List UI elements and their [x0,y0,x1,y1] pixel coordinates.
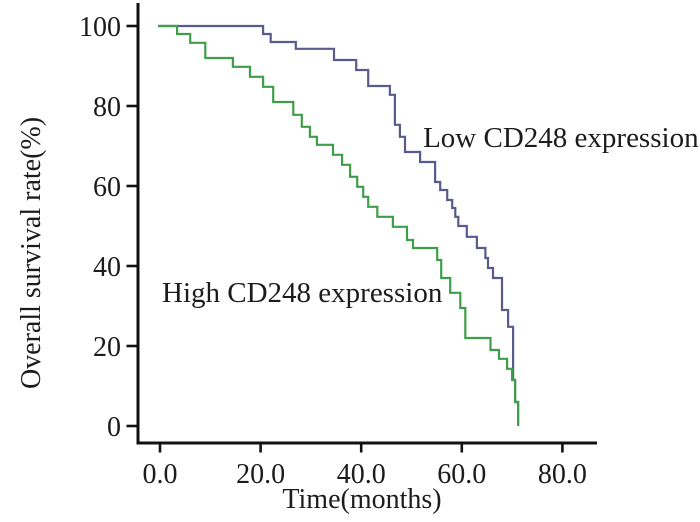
y-tick-label: 40 [93,252,121,283]
x-tick-label: 60.0 [437,459,486,490]
high-expression-label: High CD248 expression [162,277,443,309]
x-tick-label: 20.0 [236,459,285,490]
y-axis-ticks: 0 20 40 60 80 100 [79,12,139,443]
x-axis-ticks: 0.0 20.0 40.0 60.0 80.0 [143,443,587,490]
y-axis-title: Overall survival rate(%) [16,117,47,389]
y-tick-label: 20 [93,332,121,363]
y-tick-label: 80 [93,92,121,123]
low-expression-curve [158,24,520,426]
y-tick-label: 100 [79,12,121,43]
survival-curves [158,24,520,426]
y-tick-label: 0 [107,412,121,443]
x-axis-title: Time(months) [282,484,441,515]
high-expression-curve [158,24,520,426]
low-expression-label: Low CD248 expression [423,122,699,154]
x-tick-label: 80.0 [538,459,587,490]
x-tick-label: 40.0 [337,459,386,490]
x-tick-label: 0.0 [143,459,178,490]
y-tick-label: 60 [93,172,121,203]
